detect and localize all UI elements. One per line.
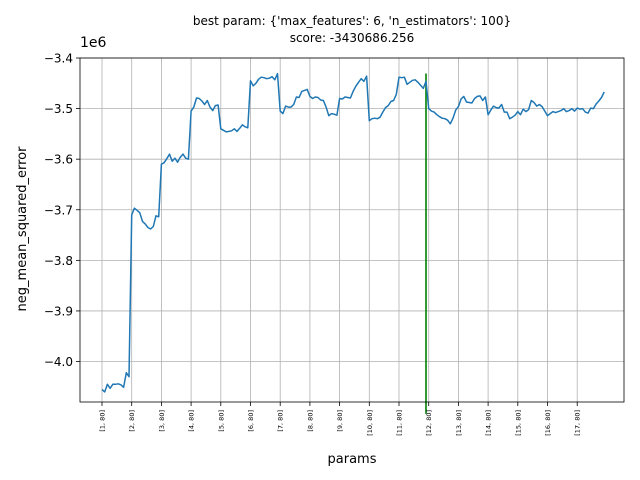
x-tick-label: [15, 80] bbox=[514, 410, 522, 436]
x-tick-label: [11, 80] bbox=[396, 410, 404, 436]
x-tick-label: [10, 80] bbox=[366, 410, 374, 436]
series bbox=[101, 72, 605, 393]
grid bbox=[80, 57, 624, 402]
score-line bbox=[101, 72, 605, 393]
x-tick-label: [8, 80] bbox=[306, 410, 314, 432]
x-tick-label: [16, 80] bbox=[544, 410, 552, 436]
y-scale-label: 1e6 bbox=[80, 35, 107, 51]
chart-title: best param: {'max_features': 6, 'n_estim… bbox=[193, 14, 511, 28]
x-tick-label: [13, 80] bbox=[455, 410, 463, 436]
x-tick-label: [4, 80] bbox=[188, 410, 196, 432]
x-tick-label: [3, 80] bbox=[158, 410, 166, 432]
x-tick-label: [1, 80] bbox=[99, 410, 107, 432]
x-tick-label: [9, 80] bbox=[336, 410, 344, 432]
axes bbox=[79, 57, 625, 403]
y-tick-label: −3.7 bbox=[44, 203, 73, 217]
x-tick-label: [17, 80] bbox=[574, 410, 582, 436]
x-tick-label: [2, 80] bbox=[128, 410, 136, 432]
y-axis-label: neg_mean_squared_error bbox=[15, 146, 30, 312]
y-tick-label: −3.5 bbox=[44, 102, 73, 116]
ticks: [1, 80] [2, 80] [3, 80] [4, 80] [5, 80] [6, 8… bbox=[44, 52, 582, 436]
plot-frame bbox=[79, 57, 625, 403]
chart-subtitle: score: -3430686.256 bbox=[290, 31, 415, 45]
y-tick-label: −3.4 bbox=[44, 52, 73, 66]
y-tick-label: −3.8 bbox=[44, 254, 73, 268]
x-tick-label: [6, 80] bbox=[247, 410, 255, 432]
x-tick-label: [12, 80] bbox=[425, 410, 433, 436]
x-tick-label: [5, 80] bbox=[217, 410, 225, 432]
x-tick-label: [7, 80] bbox=[277, 410, 285, 432]
y-tick-label: −4.0 bbox=[44, 355, 73, 369]
y-tick-label: −3.9 bbox=[44, 304, 73, 318]
x-axis-label: params bbox=[328, 452, 377, 467]
y-tick-label: −3.6 bbox=[44, 153, 73, 167]
x-tick-label: [14, 80] bbox=[485, 410, 493, 436]
